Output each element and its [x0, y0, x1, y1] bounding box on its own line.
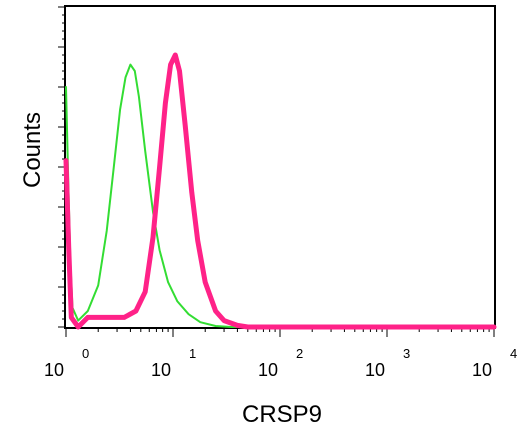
x-tick-label-base: 10: [258, 360, 278, 380]
x-tick-label-base: 10: [44, 360, 64, 380]
x-tick-label-exponent: 1: [189, 346, 196, 361]
x-tick-label-exponent: 2: [296, 346, 303, 361]
x-tick-label-base: 10: [365, 360, 385, 380]
x-tick-label: 10 1: [151, 346, 196, 380]
x-tick-label-exponent: 3: [403, 346, 410, 361]
series-line-pink: [63, 52, 497, 330]
x-tick-label: 10 4: [472, 346, 517, 380]
plot-frame: [64, 5, 496, 329]
series-layer: [63, 52, 497, 330]
x-tick-label-base: 10: [472, 360, 492, 380]
x-tick-label: 10 3: [365, 346, 410, 380]
x-tick-label: 10 0: [44, 346, 89, 380]
series-line-green: [65, 63, 495, 328]
x-axis-title: CRSP9: [242, 401, 322, 428]
x-tick-labels: 10 0 10 1 10 2 10 3 10 4: [44, 346, 517, 380]
y-axis-title: Counts: [19, 112, 46, 188]
x-tick-label-exponent: 0: [82, 346, 89, 361]
x-tick-label-exponent: 4: [510, 346, 517, 361]
x-tick-label: 10 2: [258, 346, 303, 380]
x-tick-label-base: 10: [151, 360, 171, 380]
